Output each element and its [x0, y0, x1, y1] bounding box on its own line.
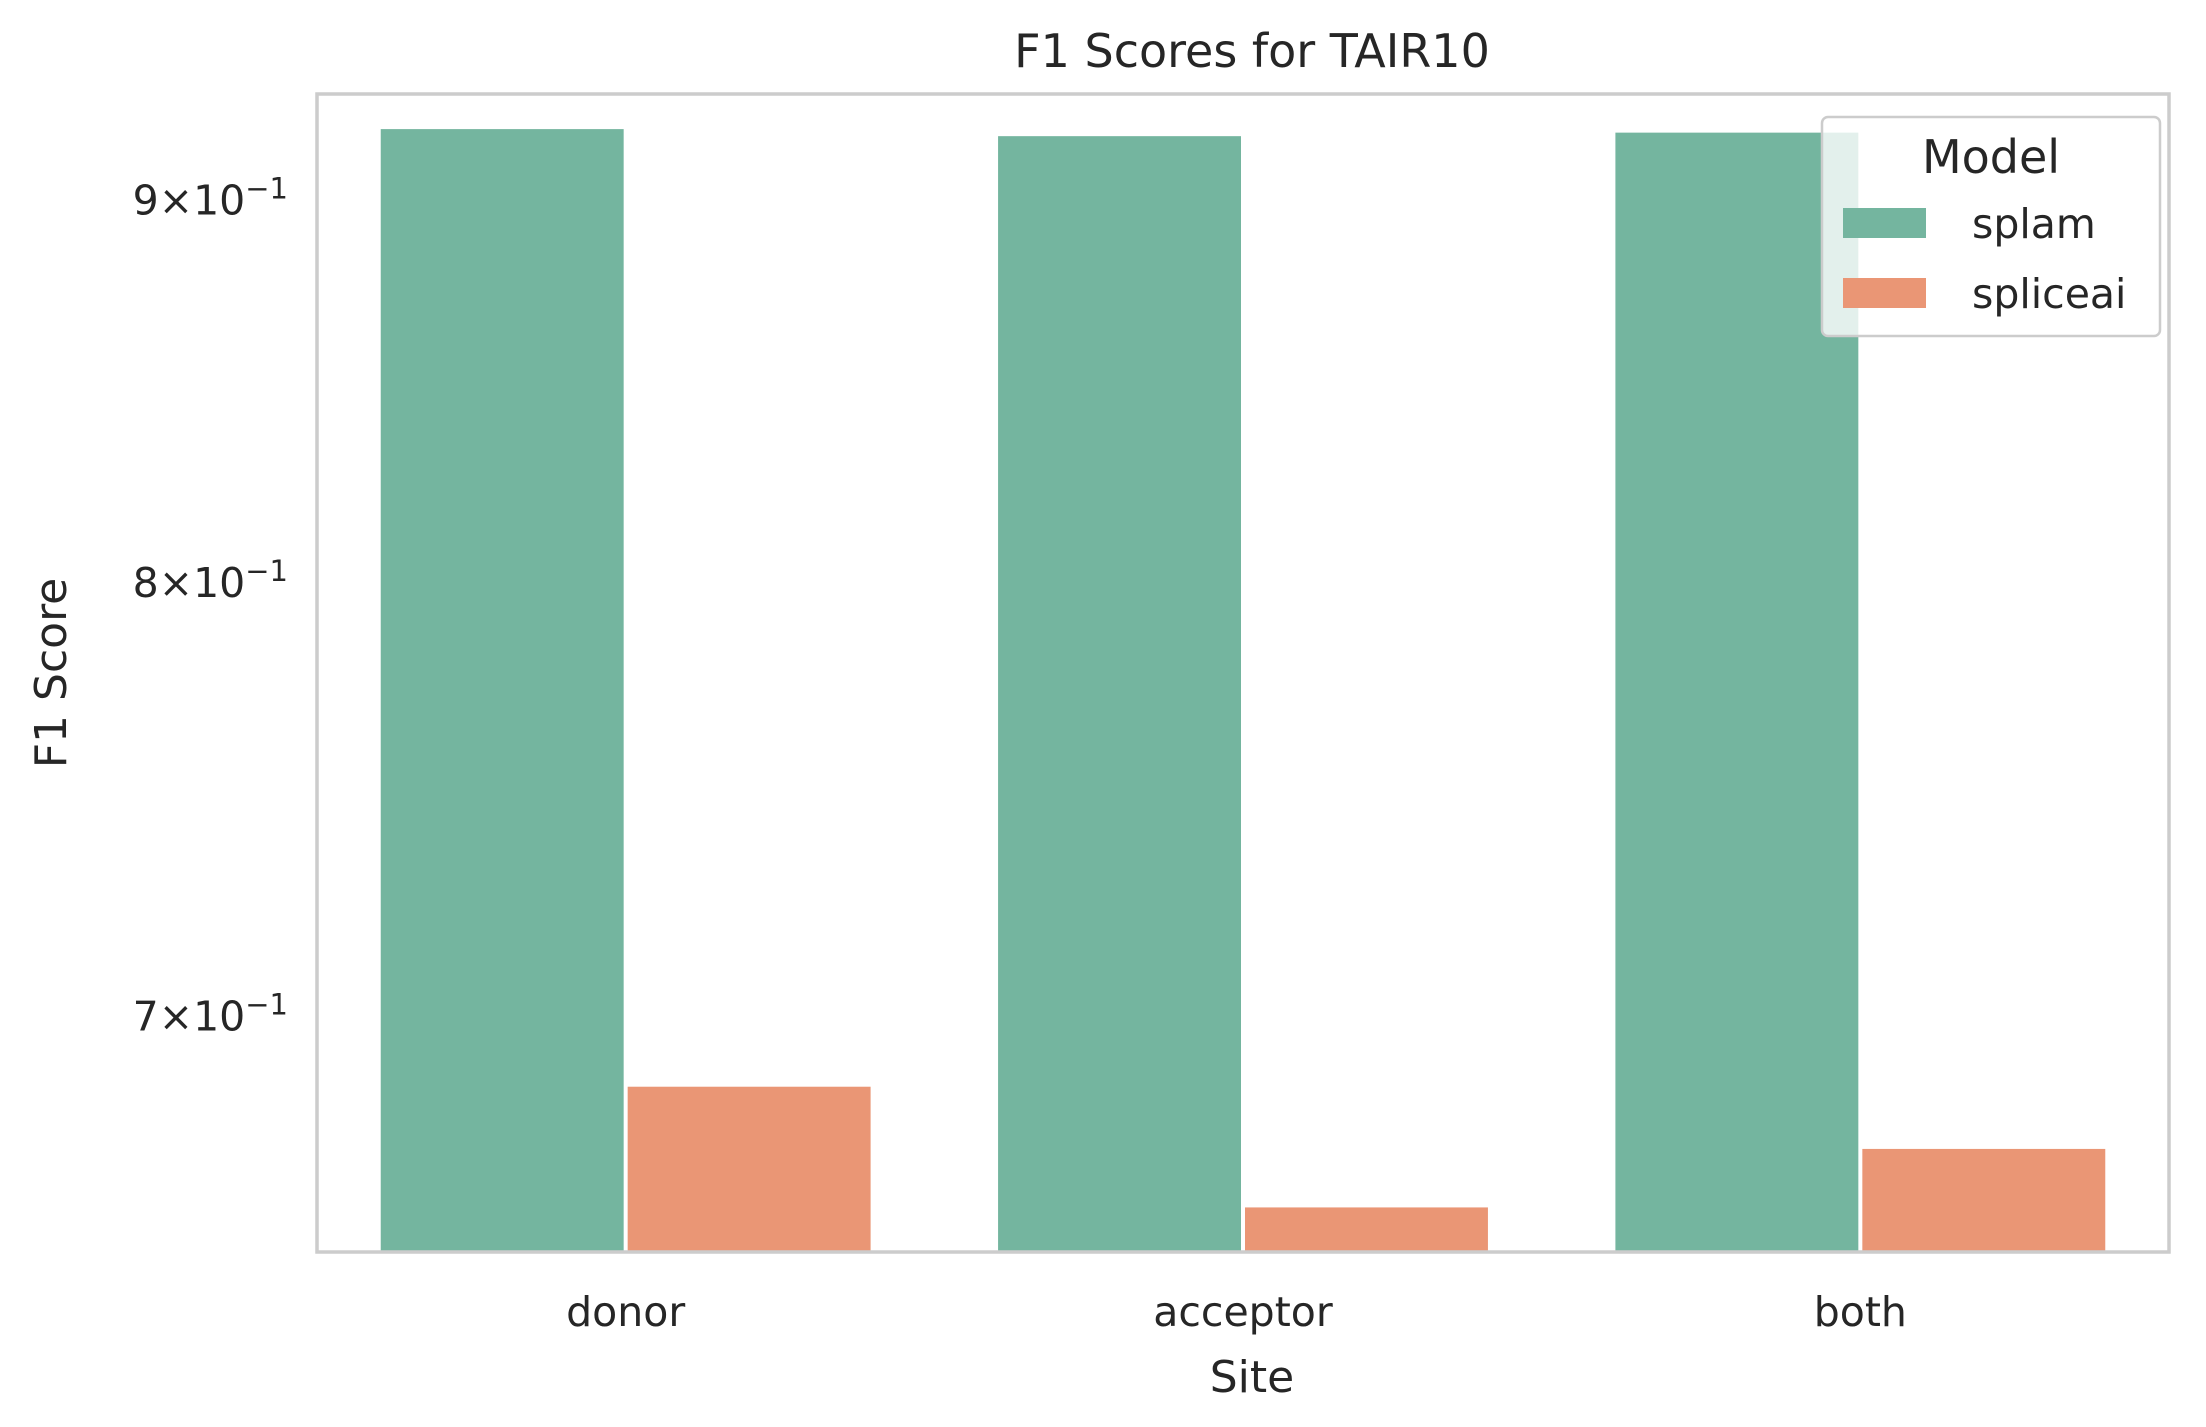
bar-spliceai-acceptor — [1245, 1207, 1488, 1252]
chart-title: F1 Scores for TAIR10 — [1014, 24, 1490, 78]
y-tick-label-0.8: 8×10−1 — [133, 554, 288, 607]
legend: Model splam spliceai — [1820, 115, 2162, 338]
y-axis-label: F1 Score — [26, 578, 77, 769]
x-tick-label-acceptor: acceptor — [1153, 1288, 1333, 1336]
legend-label-splam: splam — [1972, 200, 2096, 248]
legend-title: Model — [1922, 130, 2060, 184]
x-tick-label-donor: donor — [566, 1288, 685, 1336]
bar-splam-acceptor — [998, 136, 1241, 1253]
legend-swatch-splam — [1843, 208, 1926, 238]
plot-frame — [315, 92, 2171, 1254]
y-tick-label-0.9: 9×10−1 — [133, 171, 288, 224]
legend-swatch-spliceai — [1843, 278, 1926, 308]
bar-spliceai-donor — [627, 1086, 871, 1252]
x-tick-labels: donor acceptor both — [566, 1288, 1907, 1336]
x-tick-label-both: both — [1814, 1288, 1907, 1336]
bar-splam-donor — [380, 129, 624, 1252]
bars — [380, 129, 2106, 1253]
bar-splam-both — [1615, 132, 1859, 1253]
legend-label-spliceai: spliceai — [1972, 270, 2126, 318]
y-tick-labels: 7×10−1 8×10−1 9×10−1 — [133, 171, 288, 1040]
x-axis-label: Site — [1210, 1352, 1294, 1403]
y-tick-label-0.7: 7×10−1 — [133, 987, 288, 1040]
bar-spliceai-both — [1862, 1148, 2106, 1252]
